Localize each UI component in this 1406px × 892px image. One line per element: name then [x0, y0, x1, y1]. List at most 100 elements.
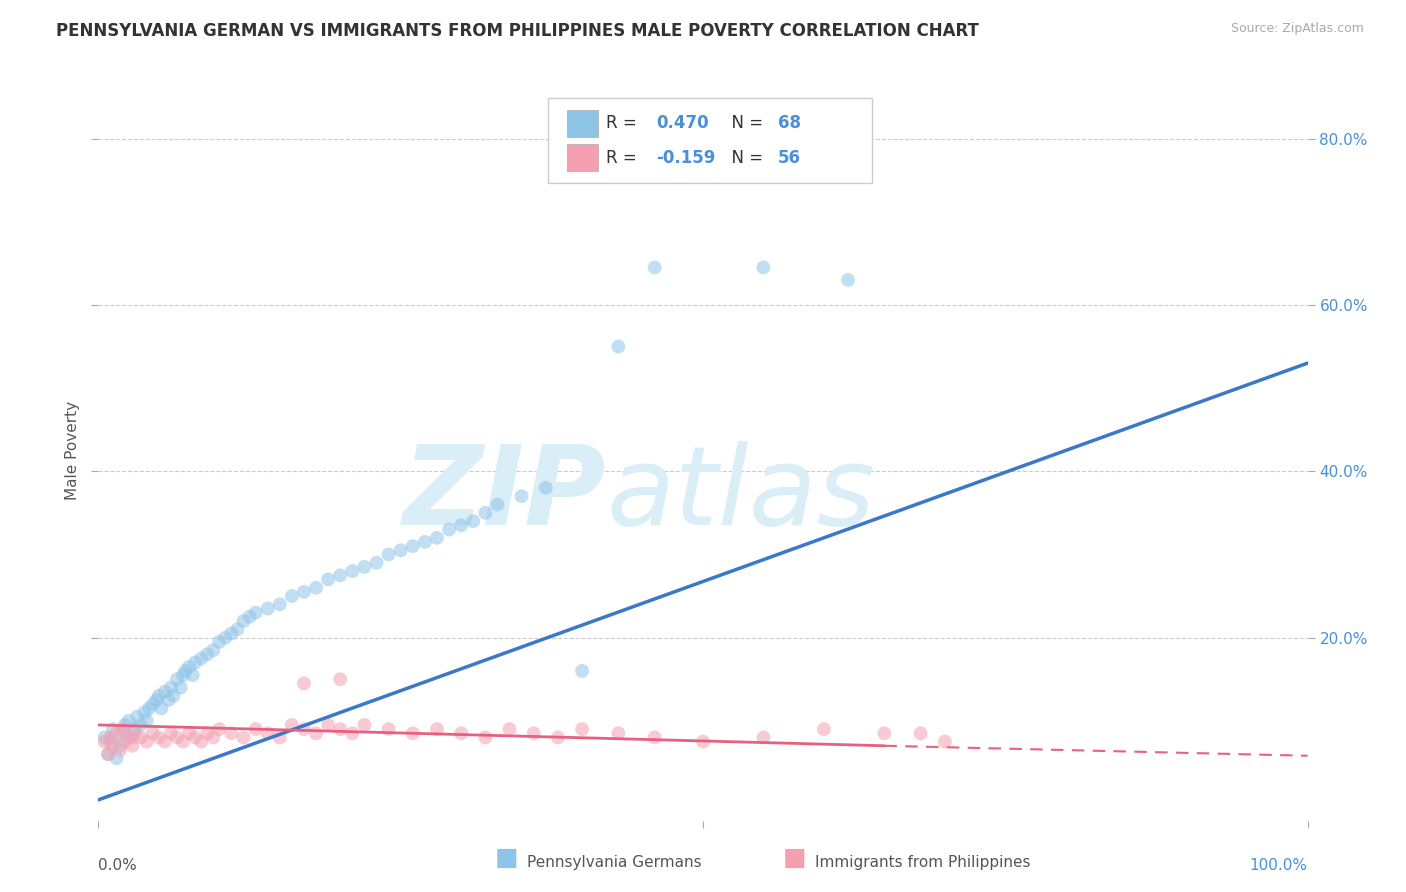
Text: 0.470: 0.470 [657, 114, 709, 132]
Point [148, 731, 170, 745]
Point [752, 731, 775, 745]
Point [450, 726, 472, 740]
Point [160, 726, 183, 740]
Point [153, 684, 176, 698]
Point [269, 731, 291, 745]
Point [138, 701, 160, 715]
Point [118, 714, 141, 728]
Point [100, 731, 122, 745]
Point [101, 739, 124, 753]
Y-axis label: Male Poverty: Male Poverty [65, 401, 80, 500]
Point [342, 726, 364, 740]
Point [292, 722, 315, 736]
Point [181, 668, 204, 682]
Point [135, 734, 157, 748]
Point [93, 734, 115, 748]
Point [195, 647, 218, 661]
Point [571, 664, 593, 678]
Text: 56: 56 [778, 149, 800, 167]
Point [377, 548, 399, 562]
Point [129, 718, 152, 732]
Point [127, 709, 149, 723]
Point [329, 722, 352, 736]
Point [111, 722, 134, 736]
Point [571, 722, 593, 736]
Point [316, 573, 339, 587]
Text: 68: 68 [778, 114, 800, 132]
Point [221, 626, 243, 640]
Point [342, 564, 364, 578]
Point [377, 722, 399, 736]
Point [934, 734, 956, 748]
Point [208, 634, 231, 648]
Point [108, 743, 131, 757]
Point [97, 747, 120, 761]
Point [145, 693, 167, 707]
Point [498, 722, 520, 736]
Point [316, 718, 339, 732]
Point [353, 718, 375, 732]
Point [463, 514, 485, 528]
Point [202, 731, 225, 745]
Point [221, 726, 243, 740]
Point [413, 535, 436, 549]
Point [172, 734, 194, 748]
Point [692, 734, 714, 748]
Point [172, 668, 194, 682]
Point [100, 734, 122, 748]
Text: 0.0%: 0.0% [98, 858, 138, 873]
Point [134, 706, 156, 720]
Point [837, 273, 859, 287]
Text: Source: ZipAtlas.com: Source: ZipAtlas.com [1230, 22, 1364, 36]
Point [157, 693, 180, 707]
Point [184, 731, 207, 745]
Point [118, 731, 141, 745]
Point [523, 726, 546, 740]
Point [644, 731, 666, 745]
Point [135, 714, 157, 728]
Point [202, 643, 225, 657]
Point [121, 731, 143, 745]
Text: ■: ■ [783, 846, 806, 870]
Point [111, 726, 134, 740]
Point [752, 260, 775, 275]
Point [142, 726, 165, 740]
Point [142, 697, 165, 711]
Point [329, 672, 352, 686]
Point [179, 659, 201, 673]
Point [232, 614, 254, 628]
Point [292, 585, 315, 599]
Point [474, 506, 496, 520]
Point [607, 726, 630, 740]
Point [169, 681, 191, 695]
Point [910, 726, 932, 740]
Point [105, 726, 128, 740]
Point [124, 722, 146, 736]
Point [150, 701, 173, 715]
Text: R =: R = [606, 149, 643, 167]
Point [547, 731, 569, 745]
Point [366, 556, 388, 570]
Point [256, 601, 278, 615]
Point [426, 722, 449, 736]
Text: R =: R = [606, 114, 643, 132]
Point [402, 726, 425, 740]
Point [166, 731, 188, 745]
Point [114, 718, 136, 732]
Point [813, 722, 835, 736]
Point [124, 726, 146, 740]
Text: atlas: atlas [606, 442, 875, 549]
Text: Immigrants from Philippines: Immigrants from Philippines [815, 855, 1031, 870]
Point [450, 518, 472, 533]
Point [93, 731, 115, 745]
Point [214, 631, 236, 645]
Point [184, 656, 207, 670]
Point [162, 689, 184, 703]
Point [129, 731, 152, 745]
Point [607, 339, 630, 353]
Point [353, 560, 375, 574]
Point [101, 722, 124, 736]
Point [426, 531, 449, 545]
Point [281, 718, 304, 732]
Text: N =: N = [721, 149, 769, 167]
